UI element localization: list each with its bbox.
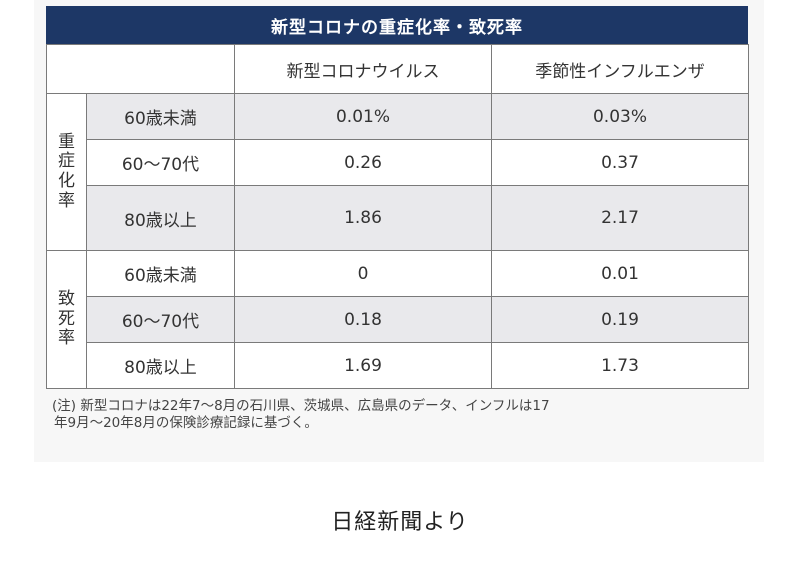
- group-label-char: 率: [58, 190, 75, 211]
- header-row: 新型コロナウイルス 季節性インフルエンザ: [46, 44, 749, 94]
- flu-value: 0.37: [491, 139, 749, 186]
- group-label-char: 率: [58, 328, 75, 349]
- covid-value: 0: [234, 250, 492, 297]
- group-label-fatality: 致死率: [46, 250, 87, 389]
- col-header-flu: 季節性インフルエンザ: [491, 44, 749, 94]
- table-row: 致死率 60歳未満 0 0.01: [46, 250, 749, 389]
- source-credit: 日経新聞より: [331, 510, 469, 535]
- footnote-line: 年9月〜20年8月の保険診療記録に基づく。: [54, 415, 318, 431]
- group-label-char: 症: [58, 151, 75, 172]
- age-label: 80歳以上: [86, 342, 235, 389]
- footnote: (注) 新型コロナは22年7〜8月の石川県、茨城県、広島県のデータ、インフルは1…: [52, 398, 752, 432]
- table-title: 新型コロナの重症化率・致死率: [46, 6, 748, 44]
- age-label: 60〜70代: [86, 296, 235, 343]
- flu-value: 1.73: [491, 342, 749, 389]
- flu-value: 0.01: [491, 250, 749, 297]
- age-label: 60歳未満: [86, 93, 235, 140]
- col-header-covid: 新型コロナウイルス: [234, 44, 492, 94]
- covid-value: 0.01%: [234, 93, 492, 140]
- table-row: 80歳以上 1.69 1.73: [47, 342, 749, 389]
- group-label-char: 重: [58, 131, 75, 152]
- group-label-char: 致: [58, 289, 75, 310]
- group-label-char: 化: [58, 171, 75, 191]
- group-label-char: 死: [58, 308, 75, 329]
- covid-value: 0.18: [234, 296, 492, 343]
- footnote-line: (注) 新型コロナは22年7〜8月の石川県、茨城県、広島県のデータ、インフルは1…: [52, 398, 550, 414]
- table-row: 60〜70代 0.18 0.19: [47, 296, 749, 343]
- header-corner: [46, 44, 235, 94]
- rates-table: 新型コロナウイルス 季節性インフルエンザ 重症化率 60歳未満 0.01% 0.…: [46, 44, 749, 389]
- age-label: 60〜70代: [86, 139, 235, 186]
- table-row: 60〜70代 0.26 0.37: [47, 139, 749, 186]
- covid-value: 1.86: [234, 185, 492, 251]
- group-label-severe: 重症化率: [46, 93, 87, 251]
- table-row: 重症化率 60歳未満 0.01% 0.03%: [46, 93, 749, 251]
- flu-value: 0.19: [491, 296, 749, 343]
- covid-value: 1.69: [234, 342, 492, 389]
- covid-value: 0.26: [234, 139, 492, 186]
- flu-value: 2.17: [491, 185, 749, 251]
- table-row: 80歳以上 1.86 2.17: [47, 185, 749, 251]
- age-label: 80歳以上: [86, 185, 235, 251]
- flu-value: 0.03%: [491, 93, 749, 140]
- age-label: 60歳未満: [86, 250, 235, 297]
